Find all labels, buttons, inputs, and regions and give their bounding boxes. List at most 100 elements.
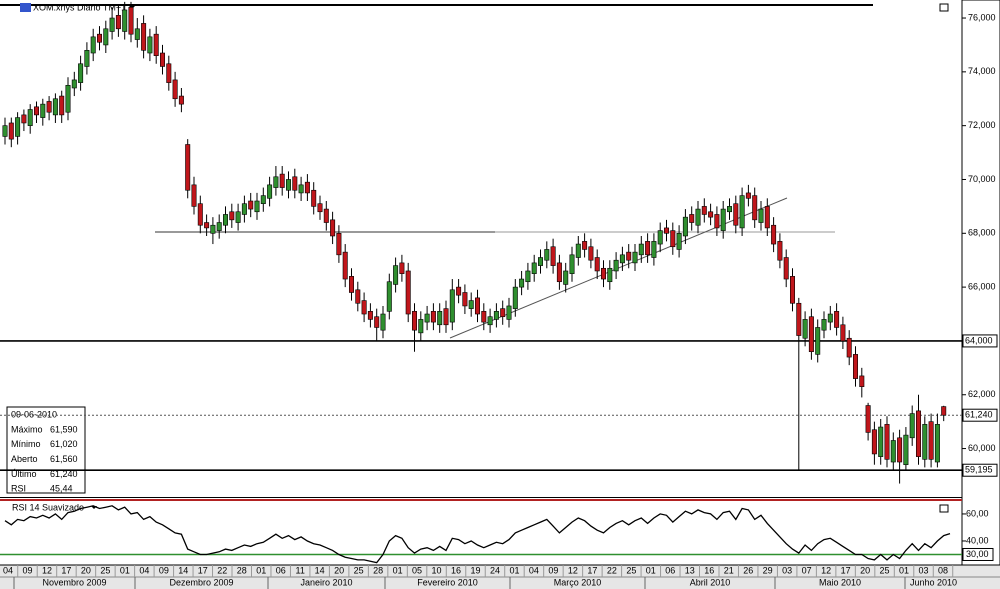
candle-body: [789, 276, 795, 304]
price-tag: [962, 463, 998, 477]
candle-body: [764, 206, 770, 229]
x-tick-label: 20: [860, 565, 870, 575]
x-tick-label: 25: [354, 565, 364, 575]
candle-body: [821, 319, 827, 331]
candle-body: [701, 206, 707, 215]
candle-body: [834, 311, 840, 328]
candle-body: [109, 17, 115, 32]
candle-body: [462, 292, 468, 307]
candle-body: [40, 103, 46, 118]
candle-body: [689, 214, 695, 223]
y-tick-label: 74,000: [968, 66, 996, 76]
candle-body: [348, 276, 354, 293]
candle-body: [361, 300, 367, 315]
candle-body: [115, 15, 121, 30]
candle-body: [424, 313, 430, 323]
candle-body: [336, 232, 342, 256]
candle-body: [46, 101, 52, 113]
x-tick-label: 01: [899, 565, 909, 575]
candle-body: [563, 270, 569, 285]
x-tick-label: 03: [919, 565, 929, 575]
x-tick-label: 12: [42, 565, 52, 575]
candle-body: [663, 227, 669, 234]
maximize-button[interactable]: [939, 3, 949, 12]
x-tick-label: 01: [256, 565, 266, 575]
candle-body: [292, 176, 298, 191]
rsi-line: [4, 505, 951, 564]
month-label: Novembro 2009: [42, 577, 106, 587]
info-value: 61,590: [50, 424, 78, 434]
maximize-button[interactable]: [939, 504, 949, 513]
candle-body: [808, 316, 814, 352]
candle-body: [103, 28, 109, 46]
chart-title: XOM.xnys Diario TM+1: [33, 2, 126, 12]
candle-body: [726, 206, 732, 213]
info-label: Aberto: [11, 454, 38, 464]
candle-body: [840, 324, 846, 342]
candle-body: [575, 243, 581, 258]
x-tick-label: 19: [470, 565, 480, 575]
candle-body: [626, 251, 632, 261]
candle-body: [449, 289, 455, 323]
candle-body: [153, 33, 159, 57]
candle-body: [632, 251, 638, 264]
rsi-tick-box: [962, 547, 994, 561]
candle-body: [928, 421, 934, 460]
x-tick-label: 20: [81, 565, 91, 575]
candle-body: [714, 214, 720, 229]
x-tick-label: 06: [276, 565, 286, 575]
candle-body: [657, 230, 663, 245]
candle-body: [443, 308, 449, 326]
candle-body: [191, 184, 197, 207]
candle-body: [695, 208, 701, 226]
candle-body: [285, 179, 291, 191]
candle-body: [185, 144, 191, 191]
candle-body: [411, 311, 417, 331]
x-tick-label: 17: [198, 565, 208, 575]
candle-body: [619, 254, 625, 264]
candle-body: [2, 125, 8, 137]
candle-body: [405, 270, 411, 315]
candle-body: [279, 173, 285, 188]
x-tick-label: 07: [802, 565, 812, 575]
candle-body: [311, 189, 317, 207]
candle-body: [15, 117, 21, 137]
candle-body: [166, 63, 172, 83]
candle-body: [430, 311, 436, 323]
candle-body: [27, 109, 33, 126]
month-label: Junho 2010: [910, 577, 957, 587]
candle-body: [134, 28, 140, 40]
candle-body: [216, 222, 222, 231]
candle-body: [374, 316, 380, 328]
candle-body: [582, 241, 588, 250]
y-tick-label: 68,000: [968, 228, 996, 238]
x-tick-label: 14: [315, 565, 325, 575]
candle-body: [519, 278, 525, 288]
candle-body: [437, 311, 443, 326]
candle-body: [783, 257, 789, 280]
candle-body: [97, 33, 103, 43]
x-tick-label: 01: [120, 565, 130, 575]
x-tick-label: 04: [529, 565, 539, 575]
rsi-tick-label: 40,00: [966, 535, 989, 545]
x-tick-label: 16: [451, 565, 461, 575]
candle-body: [871, 429, 877, 455]
candle-body: [676, 232, 682, 250]
candle-body: [745, 192, 751, 199]
x-tick-label: 26: [743, 565, 753, 575]
candle-body: [487, 316, 493, 326]
price-tag-label: 64,000: [965, 335, 993, 345]
candle-body: [304, 181, 310, 194]
candle-body: [506, 305, 512, 320]
candle-body: [418, 319, 424, 334]
y-tick-label: 60,000: [968, 443, 996, 453]
x-tick-label: 04: [139, 565, 149, 575]
candle-body: [500, 308, 506, 318]
candle-body: [122, 9, 128, 32]
month-label: Maio 2010: [819, 577, 861, 587]
candle-body: [815, 327, 821, 355]
candle-body: [890, 440, 896, 463]
candle-body: [248, 200, 254, 210]
candle-body: [223, 214, 229, 226]
x-tick-label: 01: [646, 565, 656, 575]
